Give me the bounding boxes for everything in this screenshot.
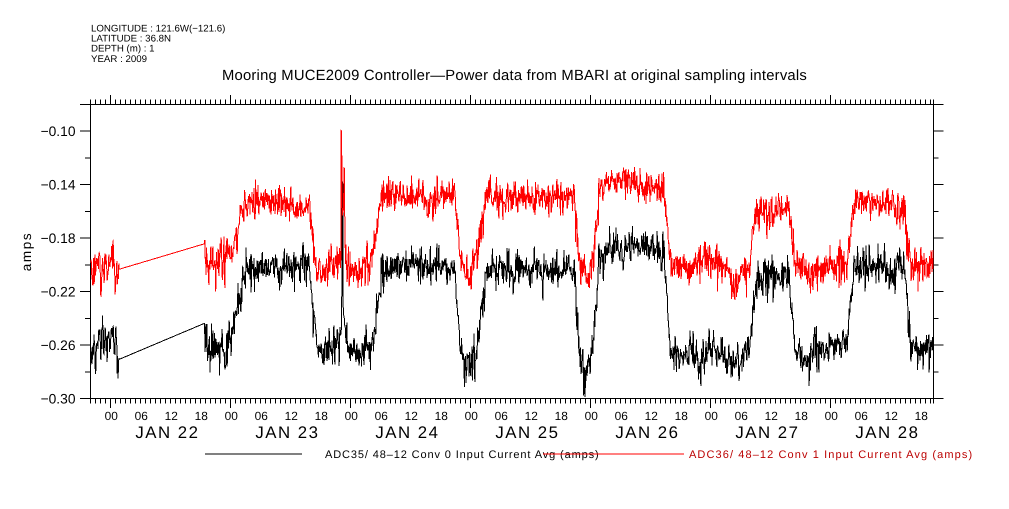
svg-text:06: 06 <box>735 409 749 423</box>
svg-text:Mooring MUCE2009 Controller—Po: Mooring MUCE2009 Controller—Power data f… <box>222 68 807 84</box>
svg-text:ADC35/ 48–12 Conv 0 Input Curr: ADC35/ 48–12 Conv 0 Input Current Avg (a… <box>325 449 600 461</box>
svg-text:18: 18 <box>315 409 329 423</box>
svg-text:18: 18 <box>795 409 809 423</box>
svg-text:−0.10: −0.10 <box>41 124 76 139</box>
svg-text:18: 18 <box>195 409 209 423</box>
svg-text:12: 12 <box>165 409 179 423</box>
svg-text:JAN 24: JAN 24 <box>375 423 439 442</box>
svg-text:JAN 22: JAN 22 <box>135 423 199 442</box>
svg-text:−0.26: −0.26 <box>41 338 76 353</box>
svg-text:18: 18 <box>915 409 929 423</box>
svg-text:12: 12 <box>645 409 659 423</box>
svg-text:12: 12 <box>285 409 299 423</box>
svg-text:−0.22: −0.22 <box>41 285 76 300</box>
svg-text:06: 06 <box>495 409 509 423</box>
svg-text:DEPTH (m) : 1: DEPTH (m) : 1 <box>91 44 155 55</box>
svg-text:00: 00 <box>465 409 479 423</box>
svg-text:00: 00 <box>105 409 119 423</box>
svg-text:JAN 26: JAN 26 <box>615 423 679 442</box>
svg-text:06: 06 <box>375 409 389 423</box>
svg-text:18: 18 <box>675 409 689 423</box>
svg-text:18: 18 <box>435 409 449 423</box>
svg-text:−0.18: −0.18 <box>41 231 76 246</box>
svg-text:12: 12 <box>405 409 419 423</box>
svg-text:12: 12 <box>765 409 779 423</box>
svg-text:06: 06 <box>135 409 149 423</box>
svg-text:12: 12 <box>525 409 539 423</box>
svg-text:LATITUDE : 36.8N: LATITUDE : 36.8N <box>91 34 171 45</box>
svg-text:00: 00 <box>705 409 719 423</box>
svg-text:ADC36/ 48–12 Conv 1 Input Curr: ADC36/ 48–12 Conv 1 Input Current Avg (a… <box>689 449 973 461</box>
svg-text:JAN 23: JAN 23 <box>255 423 319 442</box>
svg-text:−0.30: −0.30 <box>41 392 76 407</box>
svg-text:YEAR : 2009: YEAR : 2009 <box>91 54 147 65</box>
svg-text:JAN 28: JAN 28 <box>855 423 919 442</box>
svg-text:06: 06 <box>855 409 869 423</box>
svg-text:JAN 27: JAN 27 <box>735 423 799 442</box>
svg-text:LONGITUDE : 121.6W(−121.6): LONGITUDE : 121.6W(−121.6) <box>91 24 225 35</box>
svg-text:00: 00 <box>225 409 239 423</box>
svg-text:JAN 25: JAN 25 <box>495 423 559 442</box>
svg-text:00: 00 <box>585 409 599 423</box>
svg-text:amps: amps <box>19 232 34 271</box>
svg-text:−0.14: −0.14 <box>41 178 76 193</box>
svg-text:00: 00 <box>825 409 839 423</box>
svg-text:06: 06 <box>615 409 629 423</box>
svg-text:12: 12 <box>885 409 899 423</box>
svg-text:18: 18 <box>555 409 569 423</box>
svg-text:06: 06 <box>255 409 269 423</box>
svg-text:00: 00 <box>345 409 359 423</box>
